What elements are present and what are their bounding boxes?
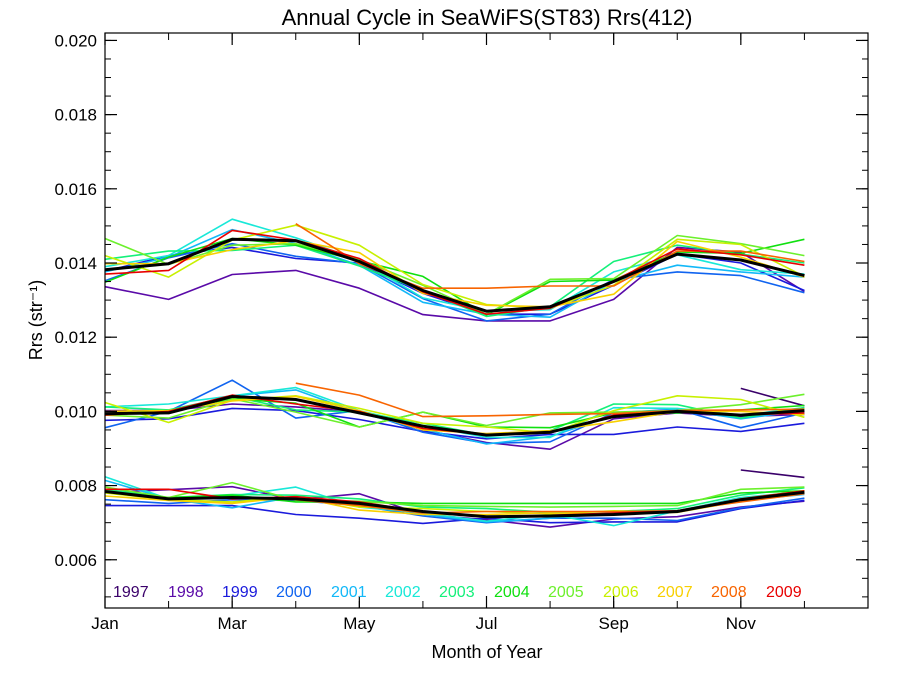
series-line-mean-upper (104, 237, 805, 313)
series-line-2006-upper (104, 224, 805, 310)
series-line-mean-lower (104, 490, 805, 519)
legend-label-2006: 2006 (603, 584, 639, 601)
y-tick-label: 0.006 (54, 551, 97, 570)
legend-label-1999: 1999 (222, 584, 258, 601)
series-layer (104, 218, 805, 528)
x-tick-label: Sep (599, 614, 629, 633)
x-tick-label: Jul (476, 614, 498, 633)
legend-label-2001: 2001 (331, 584, 367, 601)
series-line-2002-upper (104, 218, 805, 313)
legend-label-2005: 2005 (548, 584, 584, 601)
y-tick-label: 0.020 (54, 31, 97, 50)
legend-label-2002: 2002 (385, 584, 421, 601)
y-axis-label: Rrs (str⁻¹) (26, 280, 46, 360)
x-tick-label: Jan (91, 614, 118, 633)
legend-label-1998: 1998 (168, 584, 204, 601)
series-line-1998-upper (104, 246, 805, 322)
series-line-mean-middle (104, 395, 805, 437)
y-tick-label: 0.014 (54, 254, 97, 273)
y-tick-label: 0.018 (54, 106, 97, 125)
series-line-1999-middle (104, 407, 805, 440)
legend-label-2007: 2007 (657, 584, 693, 601)
x-tick-label: Nov (726, 614, 757, 633)
legend-label-2000: 2000 (276, 584, 312, 601)
series-line-2006-middle (104, 394, 805, 434)
series-line-2004-lower (104, 490, 805, 505)
legend: 1997 1998 1999 2000 2001 2002 2003 2004 2005 2006… (113, 584, 802, 601)
series-line-2009-upper (104, 229, 805, 316)
legend-label-1997: 1997 (113, 584, 149, 601)
series-line-2008-middle (295, 382, 805, 418)
y-tick-label: 0.008 (54, 477, 97, 496)
legend-label-2009: 2009 (766, 584, 802, 601)
series-line-2004-upper (104, 237, 805, 316)
x-tick-label: Mar (218, 614, 248, 633)
y-tick-label: 0.010 (54, 402, 97, 421)
axes-layer: Jan Mar May Jul Sep Nov 0.006 0.008 0.010 0.012 0.… (54, 31, 869, 633)
y-tick-label: 0.012 (54, 328, 97, 347)
y-tick-label: 0.016 (54, 180, 97, 199)
series-line-2000-lower (104, 497, 805, 524)
series-line-1997-middle (740, 387, 805, 407)
legend-label-2008: 2008 (711, 584, 747, 601)
legend-label-2004: 2004 (494, 584, 530, 601)
series-line-1997-lower (740, 469, 805, 479)
series-line-2001-upper (104, 228, 805, 319)
series-line-2005-lower (104, 481, 805, 508)
chart-title: Annual Cycle in SeaWiFS(ST83) Rrs(412) (282, 5, 693, 30)
legend-label-2003: 2003 (439, 584, 475, 601)
x-axis-label: Month of Year (431, 642, 542, 662)
x-tick-label: May (343, 614, 376, 633)
